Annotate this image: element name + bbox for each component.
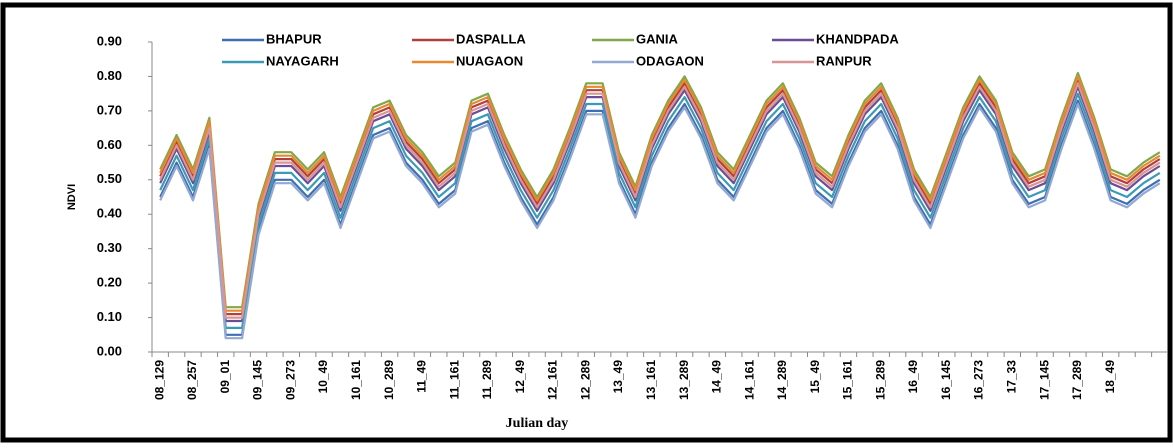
x-tick-label: 12_161: [546, 360, 560, 400]
x-tick-label: 14_49: [710, 360, 724, 394]
x-axis-label: Julian day: [506, 416, 569, 431]
legend-label: RANPUR: [816, 53, 872, 68]
y-tick-label: 0.90: [97, 33, 122, 48]
x-tick-label: 11_289: [480, 360, 494, 400]
x-tick-label: 16_49: [906, 360, 920, 394]
y-tick-label: 0.70: [97, 102, 122, 117]
x-tick-label: 13_161: [644, 360, 658, 400]
x-tick-label: 10_289: [382, 360, 396, 400]
series-line: [159, 85, 1161, 323]
x-tick-label: 12_289: [578, 360, 592, 400]
legend-label: BHAPUR: [266, 31, 322, 46]
x-tick-label: 15_49: [808, 360, 822, 394]
y-tick-label: 0.30: [97, 240, 122, 255]
x-tick-label: 14_289: [775, 360, 789, 400]
y-tick-label: 0.20: [97, 275, 122, 290]
x-tick-label: 10_49: [316, 360, 330, 394]
x-tick-label: 08_257: [185, 360, 199, 400]
x-tick-label: 12_49: [513, 360, 527, 394]
x-tick-label: 16_273: [972, 360, 986, 400]
x-tick-label: 18_49: [1103, 360, 1117, 394]
x-tick-label: 08_129: [152, 360, 166, 400]
x-tick-label: 11_49: [415, 360, 429, 393]
legend-label: NUAGAON: [456, 53, 523, 68]
x-tick-label: 17_289: [1070, 360, 1084, 400]
series-line: [159, 71, 1161, 309]
legend-label: KHANDPADA: [816, 31, 899, 46]
y-tick-label: 0.60: [97, 137, 122, 152]
x-tick-label: 16_145: [939, 360, 953, 400]
series-line: [159, 99, 1161, 336]
y-tick-label: 0.40: [97, 206, 122, 221]
y-tick-label: 0.10: [97, 309, 122, 324]
x-tick-label: 15_161: [841, 360, 855, 400]
legend-label: GANIA: [636, 31, 679, 46]
x-tick-label: 17_33: [1004, 360, 1018, 394]
x-tick-label: 11_161: [447, 360, 461, 400]
x-tick-label: 09_273: [283, 360, 297, 400]
x-tick-label: 10_161: [349, 360, 363, 400]
y-axis-label: NDVI: [66, 184, 78, 210]
x-tick-label: 15_289: [873, 360, 887, 400]
y-tick-label: 0.50: [97, 171, 122, 186]
x-tick-label: 09_145: [251, 360, 265, 400]
legend-label: DASPALLA: [456, 31, 526, 46]
legend-label: NAYAGARH: [266, 53, 339, 68]
series-line: [159, 92, 1161, 329]
y-tick-label: 0.00: [97, 343, 122, 358]
series-line: [159, 82, 1161, 319]
series-line: [159, 102, 1161, 340]
x-tick-label: 09_01: [218, 360, 232, 394]
x-tick-label: 13_49: [611, 360, 625, 394]
x-tick-label: 14_161: [742, 360, 756, 400]
series-line: [159, 75, 1161, 312]
x-tick-label: 13_289: [677, 360, 691, 400]
x-tick-label: 17_145: [1037, 360, 1051, 400]
legend-label: ODAGAON: [636, 53, 704, 68]
y-tick-label: 0.80: [97, 68, 122, 83]
series-line: [159, 78, 1161, 316]
